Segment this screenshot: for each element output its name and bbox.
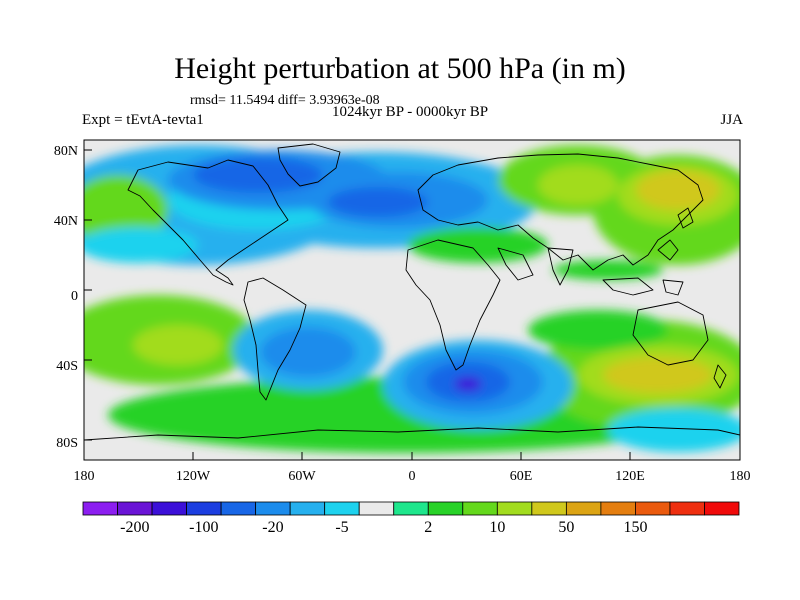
contour-field [84,140,740,460]
latitude-labels: 80N 40N 0 40S 80S [54,144,78,451]
longitude-labels: 180 120W 60W 0 60E 120E 180 [74,469,751,484]
colorbar-box [82,501,118,516]
lon-label: 180 [730,469,751,484]
colorbar-box [324,501,360,516]
colorbar-box [462,501,498,516]
colorbar-label: -200 [120,519,149,536]
colorbar-box [358,501,395,516]
colorbar: -200 -100 -20 -5 2 10 50 150 [82,501,740,536]
colorbar-box [255,501,291,516]
colorbar-label: 50 [558,519,574,536]
colorbar-box [427,501,464,516]
colorbar-label: -20 [262,519,283,536]
season-label: JJA [720,112,743,128]
lat-label: 80N [54,144,78,159]
colorbar-box [186,501,222,516]
colorbar-box [531,501,567,516]
lon-label: 60E [510,469,533,484]
rmsd-stats: rmsd= 11.5494 diff= 3.93963e-08 [190,93,380,108]
lat-label: 80S [56,436,78,451]
colorbar-box [220,501,257,516]
colorbar-box [117,501,153,516]
colorbar-box [151,501,187,516]
lon-label: 120W [176,469,211,484]
experiment-label: Expt = tEvtA-tevta1 [82,112,204,128]
map-title: Height perturbation at 500 hPa (in m) [174,52,626,85]
colorbar-box [669,501,705,516]
lon-label: 120E [615,469,645,484]
colorbar-label: 150 [624,519,648,536]
colorbar-label: 2 [424,519,432,536]
period-subtitle: 1024kyr BP - 0000kyr BP [331,104,489,120]
lon-label: 180 [74,469,95,484]
colorbar-box [600,501,636,516]
lon-label: 0 [409,469,416,484]
colorbar-box [635,501,671,516]
colorbar-box [565,501,602,516]
colorbar-label: 10 [489,519,505,536]
colorbar-label: -100 [189,519,218,536]
colorbar-box [704,501,740,516]
colorbar-box [496,501,533,516]
colorbar-label: -5 [335,519,348,536]
lon-label: 60W [288,469,316,484]
axis-ticks [83,149,741,460]
colorbar-box [289,501,326,516]
lat-label: 0 [71,289,78,304]
lat-label: 40S [56,359,78,374]
height-perturbation-map: 80N 40N 0 40S 80S 180 120W 60W 0 60E 120… [54,139,751,484]
colorbar-boxes [82,501,740,516]
lat-label: 40N [54,214,78,229]
coastlines [84,143,740,441]
colorbar-box [393,501,429,516]
